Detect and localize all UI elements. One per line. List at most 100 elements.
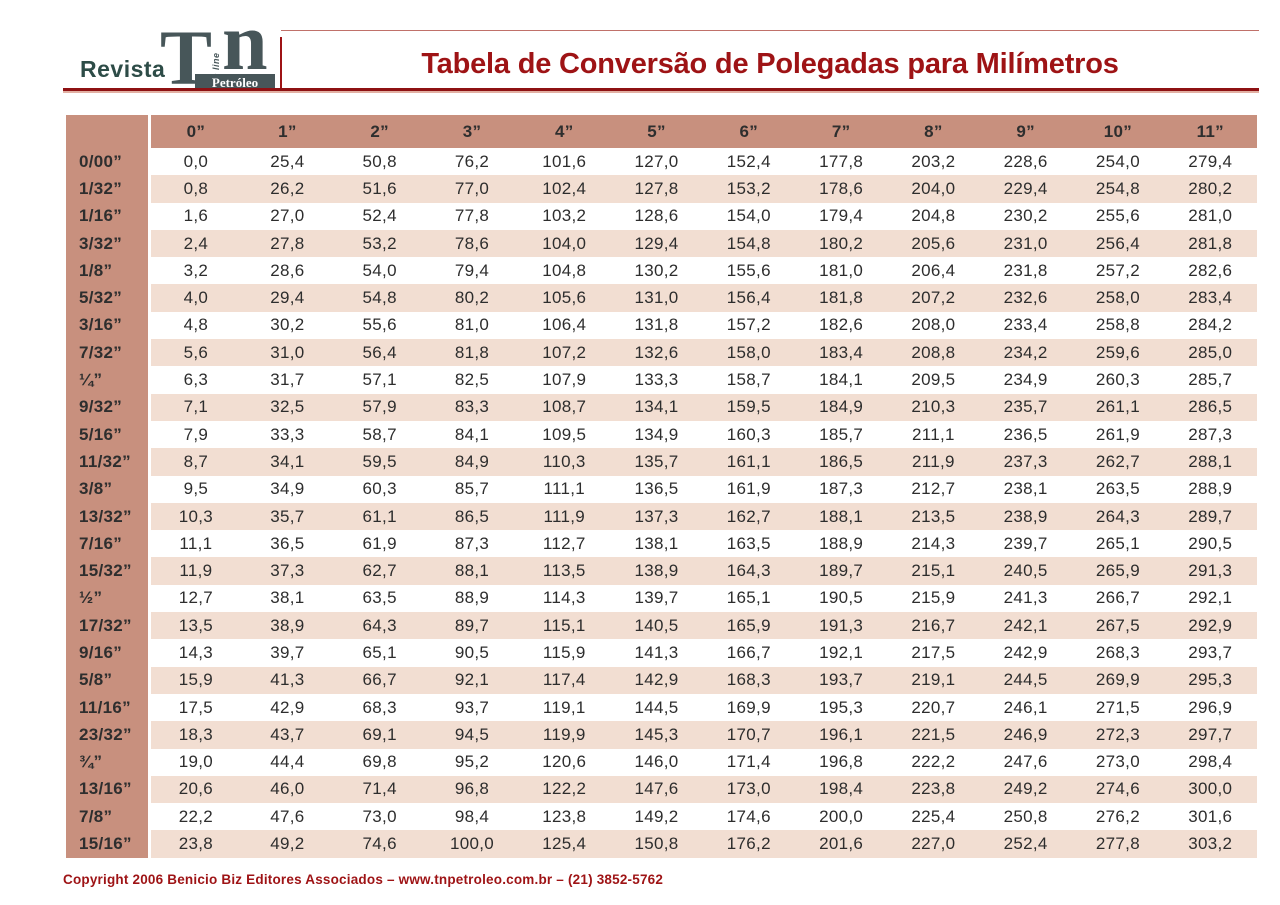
value-cell: 54,8 <box>333 284 426 312</box>
value-cell: 281,0 <box>1164 202 1257 230</box>
value-cell: 138,1 <box>610 530 703 558</box>
value-cell: 109,5 <box>518 420 611 449</box>
value-cell: 114,3 <box>518 584 611 613</box>
row-label: 15/16” <box>66 830 151 858</box>
value-cell: 23,8 <box>149 830 242 858</box>
value-cell: 43,7 <box>241 721 334 749</box>
title-top-rule <box>281 30 1259 31</box>
value-cell: 169,9 <box>702 693 795 722</box>
value-cell: 277,8 <box>1071 830 1165 858</box>
value-cell: 141,3 <box>610 639 703 667</box>
value-cell: 203,2 <box>887 148 980 176</box>
value-cell: 22,2 <box>149 803 242 831</box>
value-cell: 53,2 <box>333 229 426 258</box>
value-cell: 152,4 <box>702 148 795 176</box>
tn-petroleo-logo: T on line n Petróleo <box>160 1 275 97</box>
value-cell: 90,5 <box>425 639 519 667</box>
value-cell: 184,1 <box>794 366 888 394</box>
value-cell: 138,9 <box>610 557 703 585</box>
value-cell: 265,9 <box>1071 557 1165 585</box>
value-cell: 115,1 <box>518 612 611 640</box>
value-cell: 56,4 <box>333 339 426 367</box>
value-cell: 52,4 <box>333 202 426 230</box>
value-cell: 130,2 <box>610 257 703 285</box>
row-label: 3/32” <box>66 229 151 258</box>
table-row: 1/8” 3,2 28,6 54,0 79,4 104,8 130,2 155,6 181,0 2… <box>66 257 1257 285</box>
value-cell: 231,0 <box>979 229 1072 258</box>
value-cell: 216,7 <box>887 612 980 640</box>
column-header: 10” <box>1071 115 1165 148</box>
value-cell: 240,5 <box>979 557 1072 585</box>
value-cell: 181,8 <box>794 284 888 312</box>
value-cell: 244,5 <box>979 666 1072 694</box>
table-row: 13/16” 20,6 46,0 71,4 96,8 122,2 147,6 173,0 198… <box>66 775 1257 804</box>
value-cell: 234,2 <box>979 339 1072 367</box>
value-cell: 279,4 <box>1164 148 1257 176</box>
value-cell: 227,0 <box>887 830 980 858</box>
value-cell: 84,1 <box>425 420 519 449</box>
row-label: 11/16” <box>66 693 151 722</box>
value-cell: 7,1 <box>149 393 242 421</box>
value-cell: 254,0 <box>1071 148 1165 176</box>
value-cell: 254,8 <box>1071 175 1165 203</box>
value-cell: 88,9 <box>425 584 519 613</box>
value-cell: 280,2 <box>1164 175 1257 203</box>
value-cell: 282,6 <box>1164 257 1257 285</box>
value-cell: 28,6 <box>241 257 334 285</box>
value-cell: 271,5 <box>1071 693 1165 722</box>
value-cell: 211,9 <box>887 448 980 476</box>
value-cell: 258,8 <box>1071 311 1165 340</box>
value-cell: 54,0 <box>333 257 426 285</box>
value-cell: 295,3 <box>1164 666 1257 694</box>
value-cell: 228,6 <box>979 148 1072 176</box>
value-cell: 107,2 <box>518 339 611 367</box>
column-header: 0” <box>149 115 242 148</box>
table-row: 3/8” 9,5 34,9 60,3 85,7 111,1 136,5 161,9 187,3 2… <box>66 475 1257 503</box>
value-cell: 303,2 <box>1164 830 1257 858</box>
value-cell: 77,8 <box>425 202 519 230</box>
value-cell: 100,0 <box>425 830 519 858</box>
header-vertical-divider <box>280 37 282 90</box>
value-cell: 189,7 <box>794 557 888 585</box>
value-cell: 10,3 <box>149 502 242 531</box>
value-cell: 50,8 <box>333 148 426 176</box>
value-cell: 200,0 <box>794 803 888 831</box>
table-row: 7/16” 11,1 36,5 61,9 87,3 112,7 138,1 163,5 188,… <box>66 530 1257 558</box>
value-cell: 160,3 <box>702 420 795 449</box>
value-cell: 288,9 <box>1164 475 1257 503</box>
value-cell: 285,7 <box>1164 366 1257 394</box>
value-cell: 207,2 <box>887 284 980 312</box>
table-row: 11/16” 17,5 42,9 68,3 93,7 119,1 144,5 169,9 195… <box>66 693 1257 722</box>
column-header: 4” <box>518 115 611 148</box>
value-cell: 58,7 <box>333 420 426 449</box>
table-row: 7/32” 5,6 31,0 56,4 81,8 107,2 132,6 158,0 183,4… <box>66 339 1257 367</box>
value-cell: 35,7 <box>241 502 334 531</box>
value-cell: 281,8 <box>1164 229 1257 258</box>
column-header: 1” <box>241 115 334 148</box>
value-cell: 188,9 <box>794 530 888 558</box>
table-row: 5/16” 7,9 33,3 58,7 84,1 109,5 134,9 160,3 185,7… <box>66 420 1257 449</box>
value-cell: 206,4 <box>887 257 980 285</box>
value-cell: 115,9 <box>518 639 611 667</box>
value-cell: 61,1 <box>333 502 426 531</box>
value-cell: 18,3 <box>149 721 242 749</box>
column-header: 3” <box>425 115 519 148</box>
value-cell: 165,1 <box>702 584 795 613</box>
value-cell: 183,4 <box>794 339 888 367</box>
value-cell: 37,3 <box>241 557 334 585</box>
header-row: 0” 1” 2” 3” 4” 5” 6” 7” 8” 9” 10” 11” <box>66 115 1257 148</box>
value-cell: 291,3 <box>1164 557 1257 585</box>
value-cell: 154,8 <box>702 229 795 258</box>
value-cell: 185,7 <box>794 420 888 449</box>
value-cell: 134,9 <box>610 420 703 449</box>
value-cell: 289,7 <box>1164 502 1257 531</box>
value-cell: 300,0 <box>1164 775 1257 804</box>
value-cell: 131,0 <box>610 284 703 312</box>
table-body: 0/00” 0,0 25,4 50,8 76,2 101,6 127,0 152,4 177,8… <box>66 148 1257 858</box>
value-cell: 134,1 <box>610 393 703 421</box>
value-cell: 219,1 <box>887 666 980 694</box>
value-cell: 259,6 <box>1071 339 1165 367</box>
value-cell: 81,8 <box>425 339 519 367</box>
value-cell: 156,4 <box>702 284 795 312</box>
value-cell: 73,0 <box>333 803 426 831</box>
